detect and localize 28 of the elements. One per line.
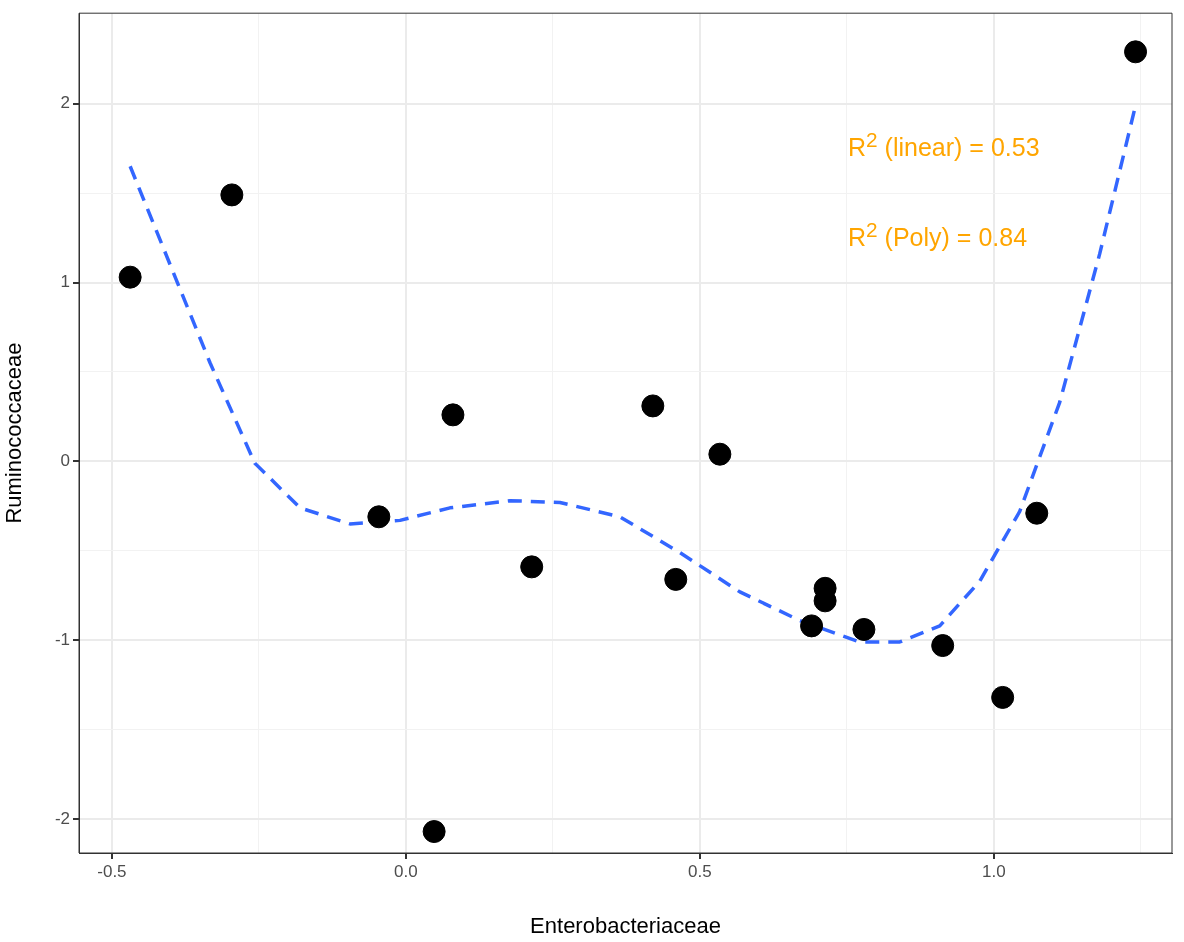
point [931,634,955,658]
point [1124,40,1148,64]
y-tick-label: 1 [60,272,70,292]
y-tick-label: 0 [60,451,70,471]
point [441,403,465,427]
x-tick-label: 0.0 [394,861,418,881]
point [118,265,142,289]
annotation: R$^{2}$ (linear) = 0.53 [848,128,1040,163]
x-tick-label: 0.5 [688,861,712,881]
x-tick-label: 1.0 [982,861,1006,881]
point [800,614,824,638]
point [664,567,688,591]
y-axis-title: Ruminococcaceae [1,342,27,524]
y-tick-label: 2 [60,93,70,113]
annotation: R$^{2}$ (Poly) = 0.84 [848,218,1028,253]
point [422,820,446,844]
point [991,685,1015,709]
point [367,505,391,529]
point [852,617,876,641]
point [220,183,244,207]
point [641,394,665,418]
x-tick-label: -0.5 [97,861,127,881]
y-tick-label: -1 [54,629,70,649]
point [708,442,732,466]
x-axis-title: Enterobacteriaceae [530,912,721,938]
y-tick-label: -2 [54,808,70,828]
point [1025,501,1049,525]
point [520,555,544,579]
